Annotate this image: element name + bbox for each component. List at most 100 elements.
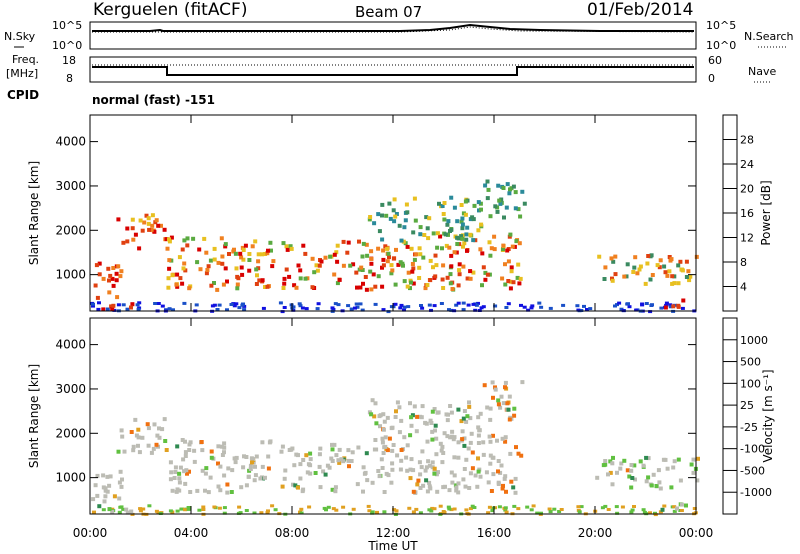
velocity-cell [266,509,270,513]
power-cell [182,261,187,266]
velocity-cell [173,470,178,474]
power-cell [648,254,653,259]
velocity-cell [449,410,454,415]
velocity-cell [386,473,391,478]
power-cell [468,269,473,274]
power-cell [518,214,523,219]
velocity-colorbar-tick-label: 25 [740,399,754,412]
power-cell [381,257,386,262]
power-cell [380,265,384,270]
power-cell [413,218,418,223]
velocity-cell [168,509,173,513]
velocity-colorbar-tick-label: -25 [740,421,758,434]
velocity-cell [259,511,264,515]
power-cell [110,276,115,281]
velocity-cell [627,474,632,479]
velocity-cell [432,507,437,511]
velocity-cell [491,395,495,400]
velocity-cell [172,476,177,480]
velocity-cell [618,466,623,471]
velocity-cell [444,412,449,417]
power-cell [242,308,247,312]
velocity-cell [145,422,150,427]
velocity-cell [390,461,395,466]
velocity-cell [485,405,490,410]
power-cell [367,217,372,222]
velocity-cell [399,448,404,452]
power-cell [238,251,243,256]
velocity-cell [120,477,124,482]
velocity-cell [409,415,414,420]
power-cell [428,278,433,283]
velocity-cell [218,488,223,493]
velocity-cell [446,505,451,509]
velocity-cell [322,506,327,510]
velocity-cell [280,444,285,449]
velocity-cell [468,507,473,511]
velocity-cell [380,466,385,470]
velocity-cell [177,480,182,485]
velocity-cell [162,417,167,422]
velocity-cell [184,468,189,473]
velocity-cell [341,459,346,464]
power-cell [408,286,412,291]
noise-search-trace [92,26,695,33]
velocity-cell [267,440,272,445]
velocity-cell [239,485,244,490]
power-cell [165,246,170,251]
velocity-cell [669,485,674,490]
power-cell [513,190,518,195]
power-cell [440,204,445,208]
velocity-cell [466,446,471,451]
velocity-cell [131,448,136,453]
power-cell [442,217,447,222]
power-cell [136,307,141,311]
noise-left-tick-top: 10^5 [52,19,82,32]
power-cell [255,273,259,278]
power-cell [426,236,431,241]
velocity-cell [430,429,435,434]
power-cell [478,247,483,252]
velocity-cell [179,507,184,511]
velocity-cell [244,455,249,459]
power-cell [114,278,119,283]
power-cell [247,258,252,262]
power-cell [411,281,416,286]
velocity-cell [501,483,505,488]
velocity-cell [678,478,683,483]
power-cell [479,306,484,310]
power-cell [392,219,397,224]
velocity-cell [279,449,284,454]
power-cell [537,301,542,305]
cpid-text: normal (fast) -151 [92,93,215,107]
velocity-cell [138,509,143,513]
power-cell [548,306,553,310]
velocity-cell [395,400,400,405]
power-cell [421,255,426,260]
velocity-cell [222,445,227,450]
power-cell [432,304,437,308]
velocity-cell [188,440,193,445]
power-colorbar-tick-label: 12 [740,232,754,245]
power-cell [316,302,321,306]
velocity-cell [462,443,467,448]
velocity-cell [152,422,157,427]
power-cell [216,260,221,265]
velocity-cell [519,453,524,458]
power-cell [646,254,651,258]
velocity-cell [93,483,98,488]
velocity-cell [244,509,249,512]
power-cell [508,187,512,192]
power-cell [154,218,159,223]
velocity-cell [405,443,410,448]
velocity-cell [334,508,339,512]
power-cell [317,263,322,268]
velocity-cell [180,438,185,442]
power-cell [517,281,522,286]
power-cell [447,308,451,312]
power-cell [648,277,653,282]
velocity-cell [365,478,370,483]
power-cell [106,266,111,271]
power-cell [191,236,196,241]
velocity-y-tick-label: 4000 [55,338,86,352]
